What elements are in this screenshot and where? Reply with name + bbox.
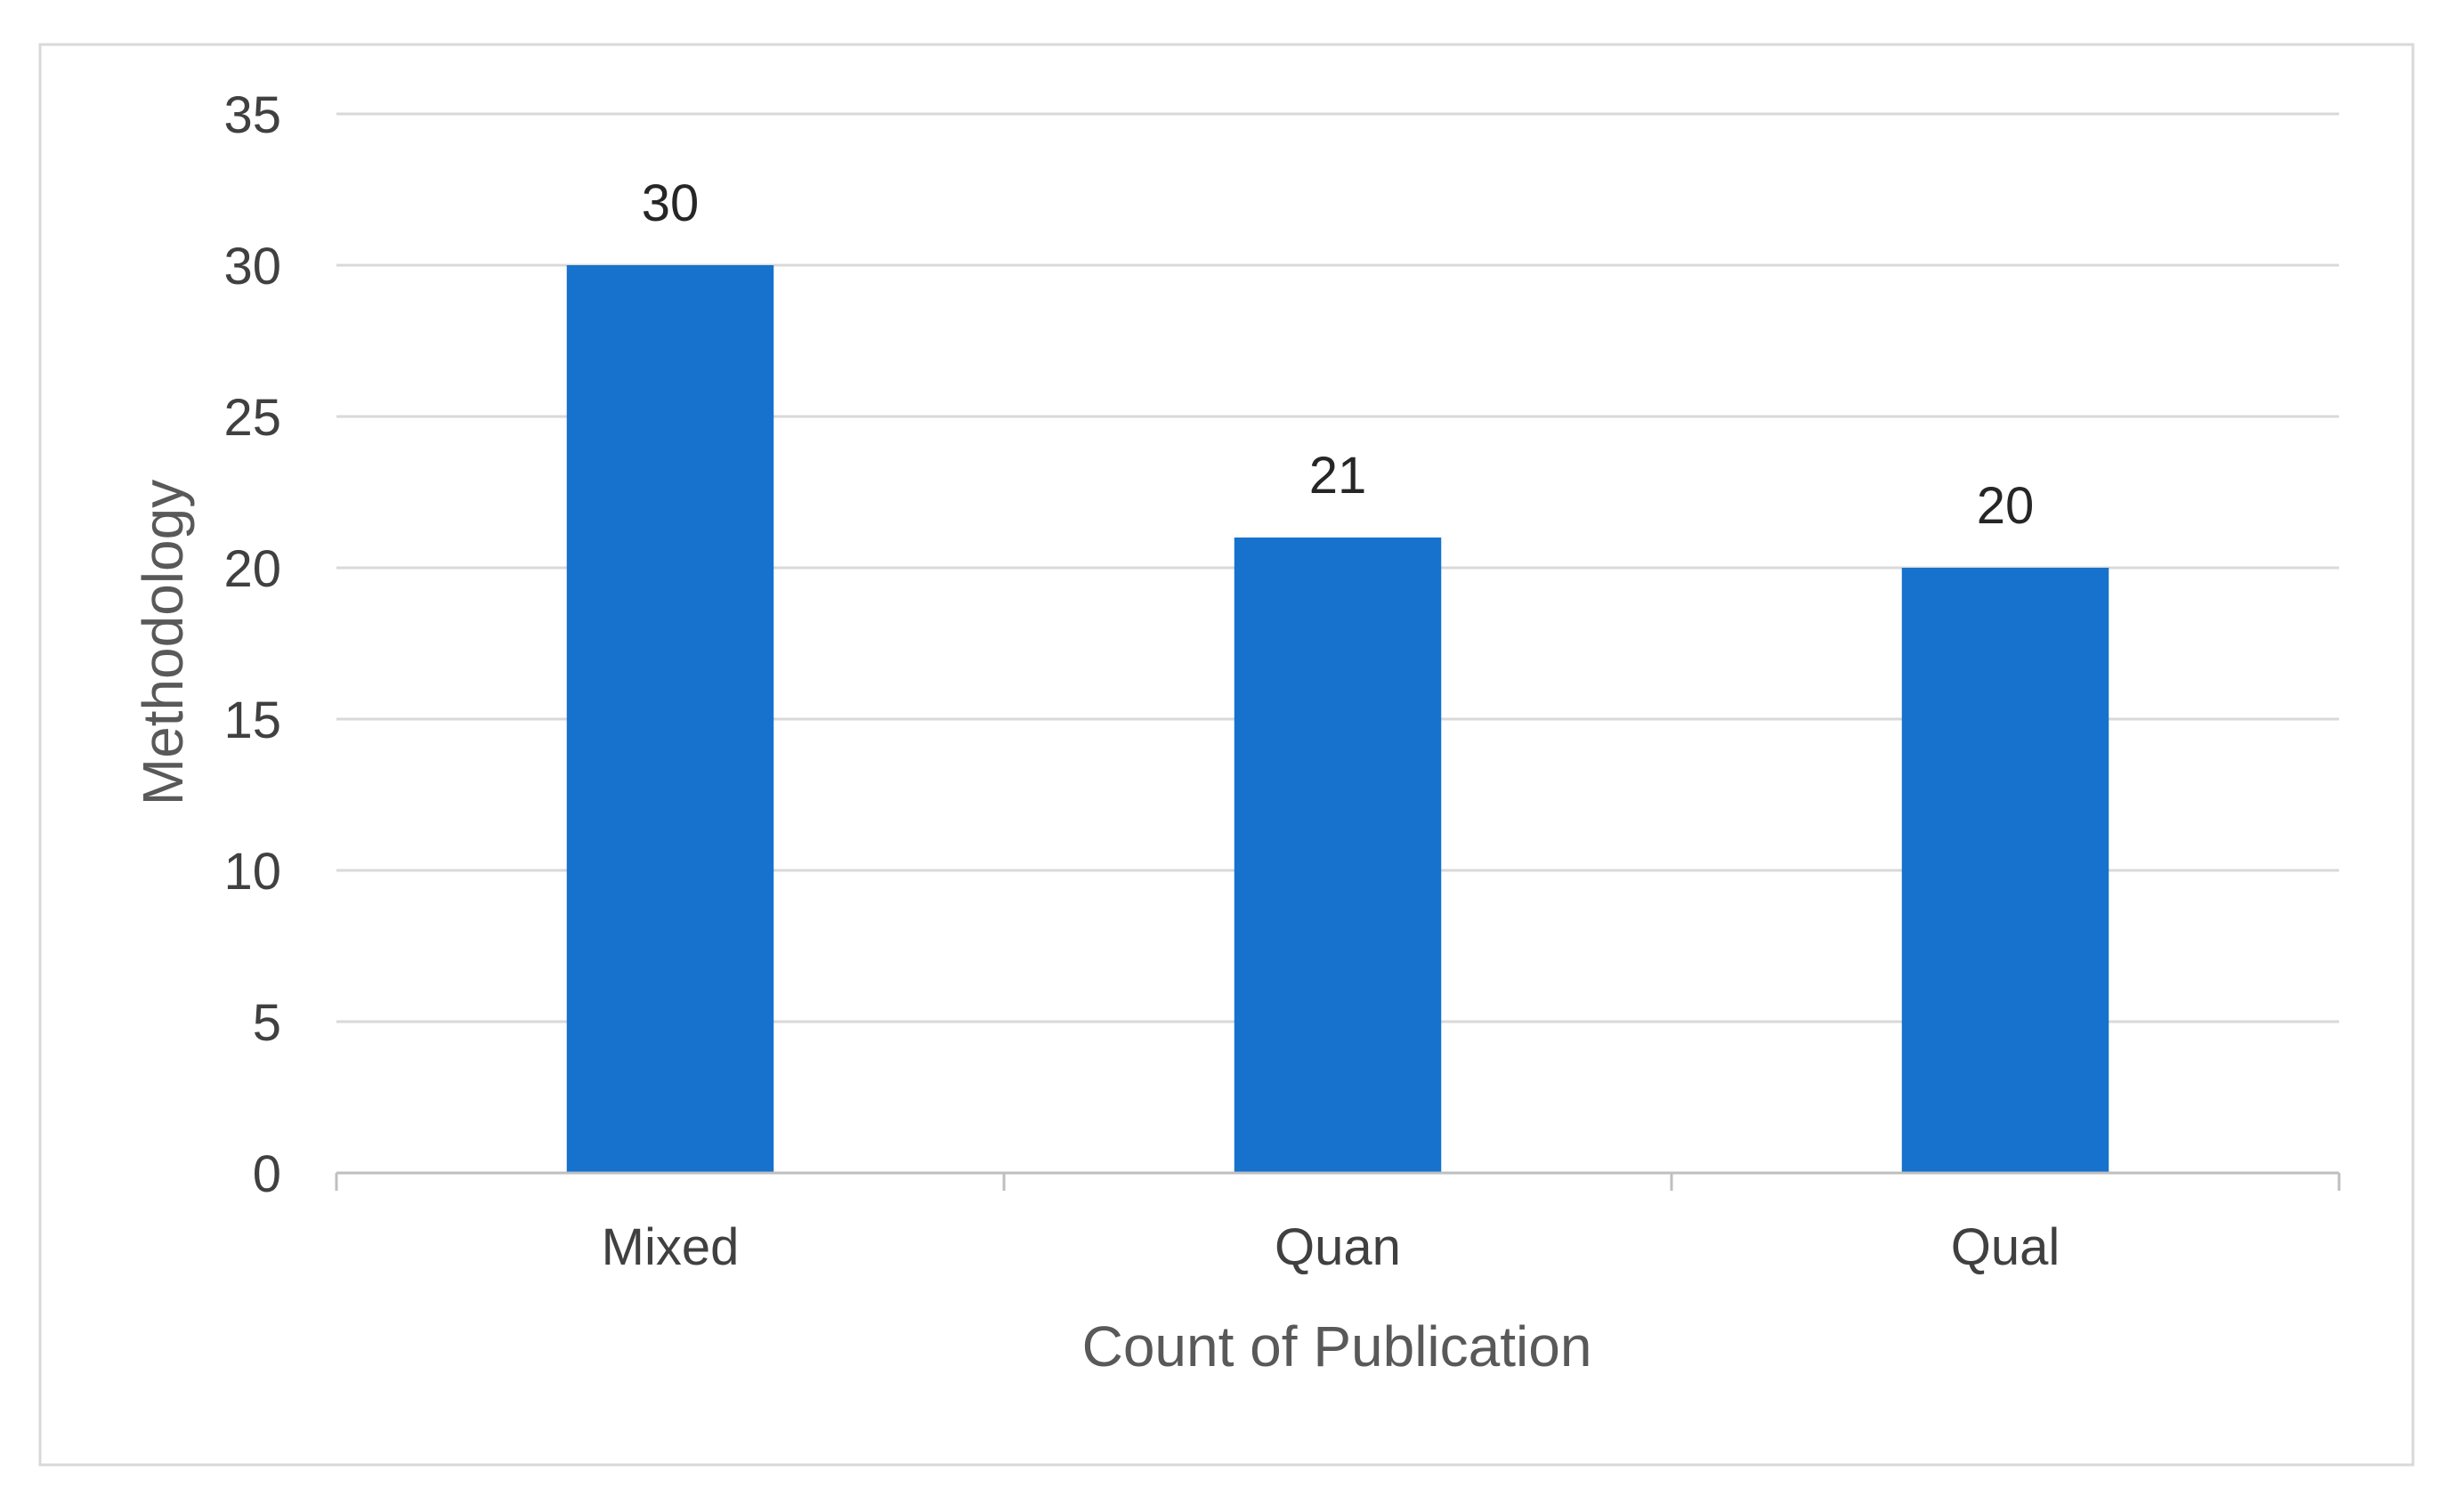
bar-mixed <box>566 265 774 1173</box>
x-tick-label: Qual <box>1951 1218 2060 1276</box>
bars <box>566 265 2109 1173</box>
y-tick-label: 10 <box>223 843 281 901</box>
y-tick-label: 5 <box>253 994 281 1052</box>
y-axis-ticks: 0 5 10 15 20 25 30 35 <box>223 86 281 1203</box>
data-label: 21 <box>1309 447 1367 505</box>
y-axis-title: Methodology <box>131 480 195 805</box>
bar-qual <box>1901 568 2109 1173</box>
data-label: 30 <box>642 174 700 232</box>
x-axis-ticks: Mixed Quan Qual <box>602 1218 2060 1276</box>
data-label: 20 <box>1977 477 2035 535</box>
x-axis <box>335 1171 2341 1191</box>
x-tick-label: Mixed <box>602 1218 740 1276</box>
y-tick-label: 20 <box>223 540 281 598</box>
y-tick-label: 0 <box>253 1145 281 1203</box>
y-tick-label: 25 <box>223 389 281 447</box>
x-tick-label: Quan <box>1275 1218 1401 1276</box>
data-labels: 30 21 20 <box>642 174 2035 535</box>
y-tick-label: 30 <box>223 238 281 295</box>
y-tick-label: 35 <box>223 86 281 144</box>
y-tick-label: 15 <box>223 691 281 749</box>
bar-quan <box>1234 538 1442 1173</box>
x-axis-title: Count of Publication <box>1082 1314 1592 1379</box>
